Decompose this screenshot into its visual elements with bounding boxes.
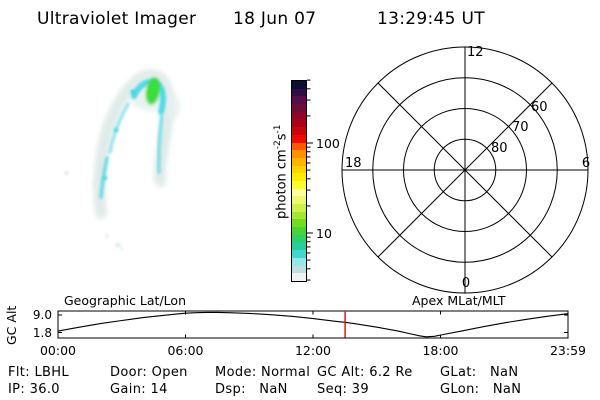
status-door: Door: Open xyxy=(110,365,188,380)
orbit-altitude-plot xyxy=(57,310,569,339)
colorbar-tick-marks xyxy=(307,79,313,281)
orbit-y-axis-title: GC Alt xyxy=(4,305,19,345)
arc-specks xyxy=(64,171,164,251)
mlt-label-6: 6 xyxy=(582,156,590,171)
mlt-label-18: 18 xyxy=(345,156,362,171)
status-seq: Seq: 39 xyxy=(317,382,370,397)
xtick-2359: 23:59 xyxy=(549,343,587,358)
colorbar-band xyxy=(292,219,306,228)
orbit-altitude-curve xyxy=(57,311,568,338)
mlt-diagonal-sw-ne xyxy=(377,82,553,258)
xtick-0600: 06:00 xyxy=(167,343,204,358)
mlat-label-60: 60 xyxy=(531,100,548,115)
status-flt: Flt: LBHL xyxy=(8,365,70,380)
unit-exp-2: -1 xyxy=(273,124,283,134)
colorbar-band xyxy=(292,88,306,97)
colorbar-tick-100: 100 xyxy=(316,136,340,151)
status-gc-alt: GC Alt: 6.2 Re xyxy=(317,365,413,380)
mlat-label-80: 80 xyxy=(491,141,508,156)
colorbar-band xyxy=(292,142,306,151)
colorbar-band xyxy=(292,165,306,174)
colorbar-band xyxy=(292,111,306,120)
status-ip: IP: 36.0 xyxy=(8,382,60,397)
header-date: 18 Jun 07 xyxy=(233,9,317,29)
xtick-0000: 00:00 xyxy=(39,343,77,358)
axis-tick-marks xyxy=(58,311,568,338)
status-gain: Gain: 14 xyxy=(110,382,168,397)
colorbar-band xyxy=(292,273,306,281)
mlat-label-70: 70 xyxy=(512,120,529,135)
colorbar-band xyxy=(292,119,306,128)
colorbar-band xyxy=(292,180,306,189)
colorbar-band xyxy=(292,265,306,274)
colorbar-band xyxy=(292,134,306,143)
colorbar-band xyxy=(292,257,306,266)
unit-base-1: photon cm xyxy=(274,149,290,219)
status-mode: Mode: Normal xyxy=(215,365,311,380)
colorbar-band xyxy=(292,227,306,235)
mlt-label-0: 0 xyxy=(462,276,470,291)
colorbar-band xyxy=(292,188,306,197)
plot-frame xyxy=(57,310,569,339)
colorbar-unit-label: photon cm-2s-1 xyxy=(258,100,289,260)
arc-green-core xyxy=(146,77,160,105)
unit-exp-1: -2 xyxy=(273,140,283,150)
colorbar-band xyxy=(292,127,306,135)
geo-latlon-caption: Geographic Lat/Lon xyxy=(64,293,186,308)
polar-mlat-mlt-grid: 12 18 6 0 60 70 80 xyxy=(341,45,590,294)
xtick-1800: 18:00 xyxy=(422,343,459,358)
status-glon: GLon: NaN xyxy=(440,382,522,397)
colorbar-band xyxy=(292,173,306,181)
status-dsp: Dsp: NaN xyxy=(215,382,288,397)
colorbar-band xyxy=(292,150,306,158)
colorbar-bar xyxy=(291,80,307,282)
header-time: 13:29:45 UT xyxy=(377,9,485,29)
colorbar-band xyxy=(292,234,306,243)
apex-mlat-caption: Apex MLat/MLT xyxy=(412,293,506,308)
colorbar-band xyxy=(292,96,306,105)
colorbar-band xyxy=(292,157,306,166)
mlt-label-12: 12 xyxy=(467,45,484,60)
ytick-9.0: 9.0 xyxy=(32,308,52,322)
colorbar-band xyxy=(292,211,306,220)
colorbar-band xyxy=(292,81,306,89)
colorbar-band xyxy=(292,242,306,251)
colorbar-band xyxy=(292,204,306,212)
app-title: Ultraviolet Imager xyxy=(37,9,197,29)
status-glat: GLat: NaN xyxy=(440,365,519,380)
colorbar-band xyxy=(292,104,306,112)
unit-base-2: s xyxy=(274,133,290,141)
colorbar-band xyxy=(292,250,306,258)
ytick-1.8: 1.8 xyxy=(32,325,52,340)
auroral-uv-image xyxy=(64,69,180,251)
xtick-1200: 12:00 xyxy=(294,343,332,358)
colorbar-band xyxy=(292,196,306,204)
colorbar-tick-10: 10 xyxy=(316,226,332,241)
